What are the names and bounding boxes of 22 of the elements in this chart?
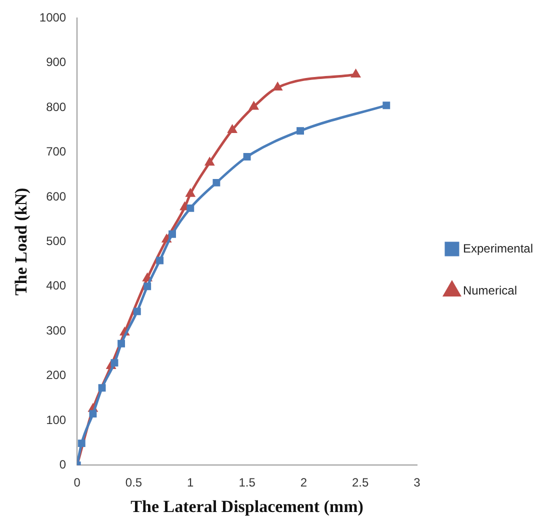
legend-label: Experimental <box>462 241 533 256</box>
x-tick-label: 2 <box>300 476 308 490</box>
x-tick-label: 0.5 <box>125 476 142 490</box>
x-axis-title: The Lateral Displacement (mm) <box>130 497 364 516</box>
y-tick-label: 100 <box>46 412 66 427</box>
y-tick-label: 200 <box>46 368 66 382</box>
legend-label: Numerical <box>462 283 517 298</box>
y-tick-label: 500 <box>46 234 66 248</box>
y-tick-label: 700 <box>46 144 66 159</box>
y-tick-label: 400 <box>46 278 66 293</box>
x-tick-label: 1 <box>187 476 194 490</box>
y-axis-title: The Load (kN) <box>12 188 31 296</box>
x-tick-label: 3 <box>414 476 421 490</box>
y-tick-label: 600 <box>46 189 66 204</box>
y-tick-label: 1000 <box>39 10 66 25</box>
x-tick-label: 1.5 <box>238 476 256 490</box>
y-tick-label: 300 <box>46 323 66 338</box>
x-tick-label: 2.5 <box>352 476 369 490</box>
y-tick-label: 800 <box>46 100 66 114</box>
y-tick-label: 900 <box>46 55 66 70</box>
y-tick-label: 0 <box>59 458 66 472</box>
x-tick-label: 0 <box>74 476 81 490</box>
